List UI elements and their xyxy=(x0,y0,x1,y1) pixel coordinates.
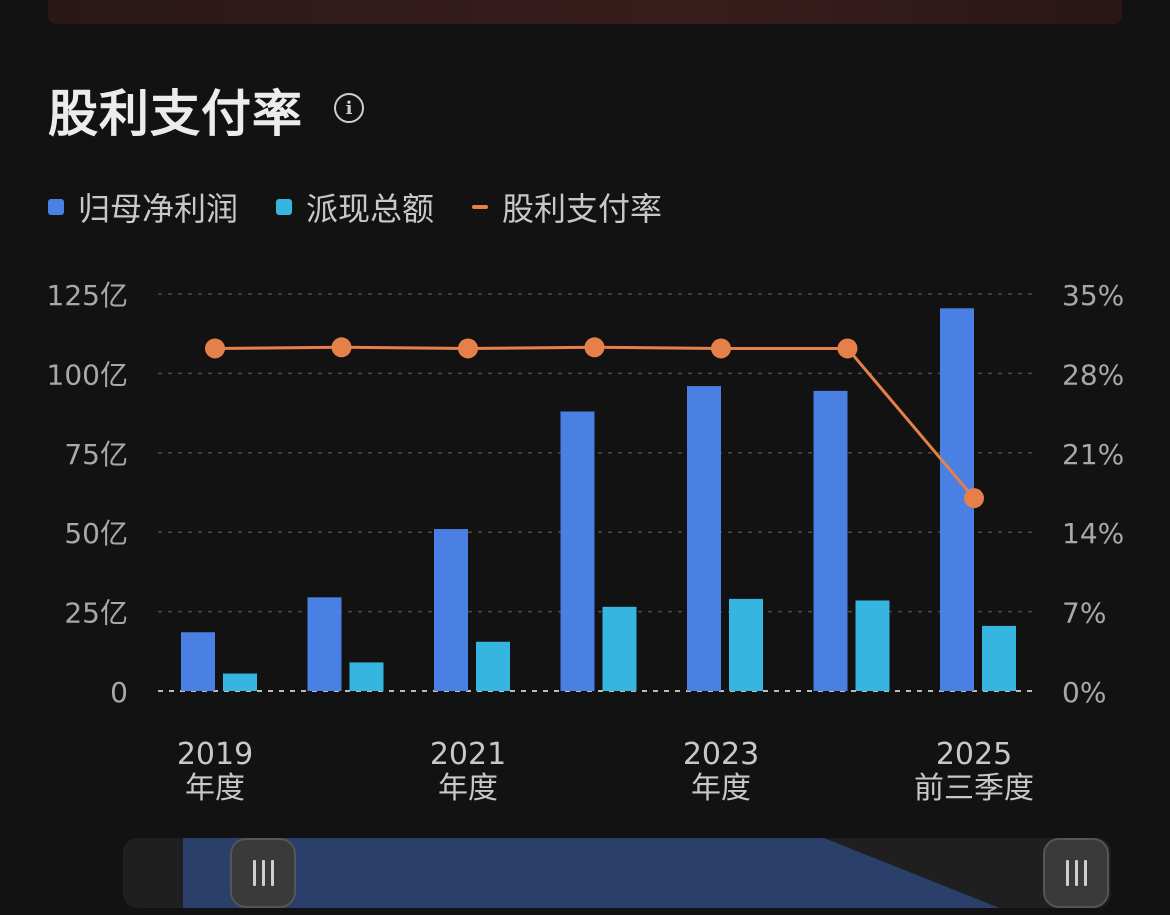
x-tick-label-sub: 年度 xyxy=(438,771,498,806)
y-left-tick-label: 25亿 xyxy=(64,597,128,630)
y-right-tick-label: 21% xyxy=(1062,438,1124,471)
bar-dividend xyxy=(855,600,890,691)
bar-net-profit xyxy=(307,597,342,691)
x-tick-label-sub: 年度 xyxy=(691,771,751,806)
grip-icon xyxy=(1065,860,1087,886)
y-right-tick-label: 14% xyxy=(1062,517,1124,550)
x-tick-label-sub: 前三季度 xyxy=(914,771,1034,806)
x-tick-label-sub: 年度 xyxy=(185,771,245,806)
payout-ratio-point xyxy=(331,337,352,358)
payout-ratio-point xyxy=(964,488,984,509)
grip-icon xyxy=(252,860,274,886)
bar-dividend xyxy=(982,625,1016,691)
bar-net-profit xyxy=(434,529,468,691)
range-slider-selection xyxy=(183,838,1000,908)
chart-legend: 归母净利润 派现总额 股利支付率 xyxy=(48,184,700,230)
info-icon[interactable]: i xyxy=(334,93,364,123)
legend-label-payout-ratio: 股利支付率 xyxy=(502,190,663,228)
legend-swatch-net-profit xyxy=(48,199,64,215)
bar-net-profit xyxy=(181,632,215,691)
bar-dividend xyxy=(602,606,637,691)
bar-dividend xyxy=(476,641,510,691)
legend-label-net-profit: 归母净利润 xyxy=(78,190,239,228)
payout-ratio-point xyxy=(205,338,225,359)
bar-dividend xyxy=(349,662,384,691)
legend-item-dividend[interactable]: 派现总额 xyxy=(276,184,434,230)
dividend-payout-chart: 0 0%25亿 7%50亿 14%75亿 21%100亿 28%125亿 35%2019年度… xyxy=(47,279,1125,806)
range-slider-right-handle[interactable] xyxy=(1043,838,1109,908)
y-right-tick-label: 28% xyxy=(1062,358,1124,391)
range-slider-track[interactable] xyxy=(123,838,1111,908)
legend-label-dividend: 派现总额 xyxy=(306,190,435,228)
y-right-tick-label: 0% xyxy=(1062,676,1106,709)
x-tick-label: 2019 xyxy=(177,737,253,772)
payout-ratio-point xyxy=(837,338,858,359)
top-banner xyxy=(48,0,1122,24)
bar-dividend xyxy=(729,598,763,691)
bar-dividend xyxy=(223,673,257,691)
range-slider-left-handle[interactable] xyxy=(230,838,296,908)
bar-net-profit xyxy=(687,386,721,691)
payout-ratio-point xyxy=(711,338,731,359)
y-left-tick-label: 50亿 xyxy=(64,517,128,550)
legend-item-payout-ratio[interactable]: 股利支付率 xyxy=(472,184,662,230)
payout-ratio-point xyxy=(584,337,605,358)
y-left-tick-label: 125亿 xyxy=(47,279,128,312)
x-tick-label: 2023 xyxy=(683,737,759,772)
x-tick-label: 2021 xyxy=(430,737,506,772)
y-left-tick-label: 0 xyxy=(110,676,128,709)
y-left-tick-label: 100亿 xyxy=(47,358,128,391)
payout-ratio-point xyxy=(458,338,478,359)
legend-swatch-payout-ratio xyxy=(472,205,489,209)
y-left-tick-label: 75亿 xyxy=(64,438,128,471)
legend-item-net-profit[interactable]: 归母净利润 xyxy=(48,184,238,230)
y-right-tick-label: 7% xyxy=(1062,597,1106,630)
legend-swatch-dividend xyxy=(276,199,293,215)
section-title: 股利支付率 xyxy=(48,85,303,143)
x-tick-label: 2025 xyxy=(936,737,1012,772)
bar-net-profit xyxy=(813,390,848,691)
bar-net-profit xyxy=(560,411,595,691)
y-right-tick-label: 35% xyxy=(1062,279,1124,312)
